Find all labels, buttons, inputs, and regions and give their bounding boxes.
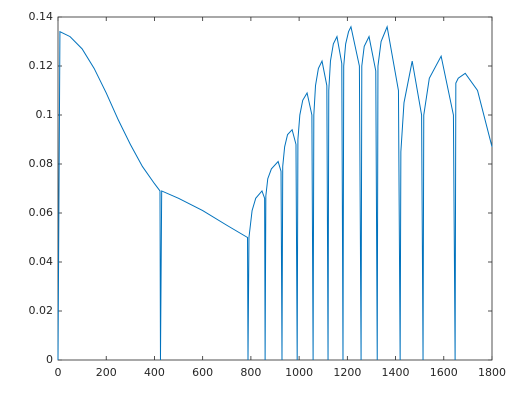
y-tick-label: 0: [46, 353, 53, 366]
y-tick-label: 0.06: [29, 206, 54, 219]
y-tick-label: 0.08: [29, 157, 54, 170]
x-tick-label: 800: [240, 366, 261, 379]
x-tick-label: 1600: [430, 366, 458, 379]
y-tick-label: 0.04: [29, 255, 54, 268]
y-tick-label: 0.1: [36, 108, 54, 121]
data-line: [57, 25, 493, 361]
axes-box: [57, 16, 493, 361]
x-tick-label: 200: [96, 366, 117, 379]
x-tick-label: 600: [192, 366, 213, 379]
x-tick-label: 400: [144, 366, 165, 379]
x-tick-label: 1000: [285, 366, 313, 379]
x-tick-label: 1400: [382, 366, 410, 379]
x-tick-label: 1800: [478, 366, 506, 379]
y-tick-label: 0.14: [29, 10, 54, 23]
y-tick-label: 0.02: [29, 304, 54, 317]
x-tick-label: 0: [55, 366, 62, 379]
x-tick-label: 1200: [333, 366, 361, 379]
y-tick-label: 0.12: [29, 59, 54, 72]
